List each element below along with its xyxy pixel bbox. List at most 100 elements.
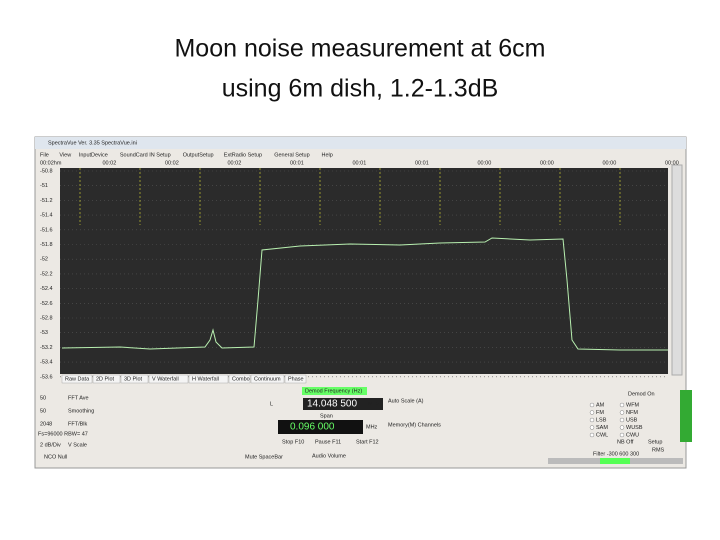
y-label: -52.2 [40,271,53,277]
mode-label: CWL [596,432,608,438]
control-label: Demod On [628,391,655,397]
tab-label: Continuum [254,376,281,382]
level-meter [680,390,692,442]
menu-item: File [40,152,49,158]
control-label: Mute SpaceBar [245,454,283,460]
y-label: -51.8 [40,242,53,248]
menu-item: OutputSetup [183,152,214,158]
label: SpectraVue Ver. 3.35 SpectraVue.ini [48,140,137,146]
control-label: NB Off [617,439,634,445]
tab-label: Phase [288,376,304,382]
mode-label: NFM [626,410,638,416]
control-label: Setup [648,439,662,445]
tab [228,374,251,384]
control-label: MHz [366,424,378,430]
control-label: Span [320,413,333,419]
menu-item: Help [322,152,333,158]
time-label: 00:00 [665,160,679,166]
time-label: 00:00 [603,160,617,166]
span-display [278,420,363,434]
tab [250,374,285,384]
tab-label: H Waterfall [192,376,219,382]
tab [148,374,189,384]
control-label: Memory(M) Channels [388,422,441,428]
radio [619,402,625,408]
control-label: Smoothing [68,408,94,414]
time-label: 00:01 [353,160,367,166]
time-label: 00:00 [478,160,492,166]
time-label: 00:00 [540,160,554,166]
control-label: 50 [40,395,46,401]
spectrum-trace [61,237,668,351]
y-label: -53.4 [40,360,53,366]
filter-pass [600,458,630,464]
radio [619,425,625,430]
radio [589,402,595,408]
mode-label: USB [626,417,638,423]
y-label: -52.6 [40,301,53,307]
time-label: 00:01 [415,160,429,166]
tab-label: Raw Data [65,376,90,382]
control-label: NCO Null [44,454,67,460]
y-label: -53.2 [40,345,53,351]
title-line: Moon noise measurement at 6cm [174,35,545,63]
radio [589,417,595,423]
time-label: 00:01 [290,160,304,166]
menu-item: SoundCard IN Setup [120,152,171,158]
control-label: 50 [40,408,46,414]
frequency: 14.048 500 [307,399,357,410]
mode-label: AM [596,402,605,408]
radio [619,417,625,423]
y-label: -51.6 [40,227,53,233]
mode-label: CWU [626,432,639,438]
radio [589,432,595,438]
mode-label: WUSB [626,425,643,431]
radio [589,410,595,415]
y-label: -52.4 [40,286,53,292]
control-label: MHz [368,401,380,407]
control-label: Filter -300 600 300 [593,451,639,457]
control-label: FFT/Blk [68,421,87,427]
y-label: -50.8 [40,168,53,174]
control-label: FFT Ave [68,395,89,401]
control-label: RMS [652,447,665,453]
control-label: Start F12 [356,439,379,445]
title-line: using 6m dish, 1.2-1.3dB [222,75,499,103]
tab [188,374,229,384]
control-label: L [270,401,273,407]
radio [589,425,595,430]
mode-label: SAM [596,425,608,431]
tab [92,374,121,384]
time-label: 00:02 [103,160,117,166]
freq-display [303,398,383,410]
control-label: Pause F11 [315,439,341,445]
mode-label: FM [596,410,604,416]
y-label: -52.8 [40,315,53,321]
mode-label: LSB [596,417,607,423]
control-label: Demod Frequency (Hz) [305,388,362,394]
control-label: 2048 [40,421,52,427]
tab [120,374,149,384]
control-label: Audio Volume [312,453,346,459]
tab [61,374,93,384]
demod-box [302,387,367,395]
span-value: 0.096 000 [290,422,335,433]
time-label: 00:02 [228,160,242,166]
menu-item: General Setup [274,152,309,158]
tab-label: Combo [232,376,250,382]
tab-label: 2D Plot [96,376,115,382]
titlebar [35,137,686,149]
tab [284,374,307,384]
mode-label: WFM [626,402,640,408]
control-label: 2 dB/Div [40,442,61,448]
scrollbar [671,164,683,376]
y-label: -53.6 [40,374,53,380]
time-label: 00:02hm [40,160,62,166]
control-label: Auto Scale (A) [388,398,424,404]
control-label: V Scale [68,442,87,448]
plot-area [60,168,668,374]
radio [619,410,625,415]
control-label: Fs=96000 RBW= 47 [38,431,88,437]
menu-item: InputDevice [79,152,108,158]
radio [619,432,625,438]
